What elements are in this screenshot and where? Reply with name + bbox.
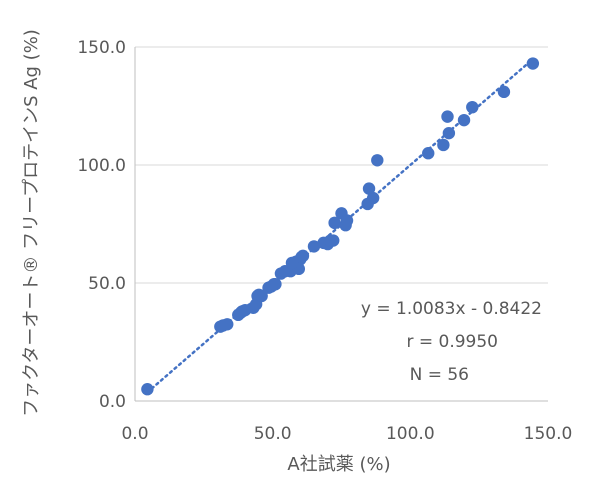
y-tick-label: 50.0 — [88, 274, 126, 294]
data-point — [371, 154, 384, 167]
data-point — [441, 110, 454, 123]
data-point — [340, 214, 354, 227]
data-point — [307, 240, 321, 253]
data-point — [497, 85, 511, 99]
data-point — [362, 182, 376, 195]
data-points — [141, 57, 540, 396]
data-point — [526, 57, 540, 70]
data-point — [466, 100, 479, 114]
x-tick-label: 150.0 — [524, 424, 573, 444]
sample-count: N = 56 — [410, 365, 469, 385]
x-axis-title: A社試薬 (%) — [287, 454, 390, 475]
regression-equation: y = 1.0083x - 0.8422 — [361, 299, 542, 319]
x-tick-labels: 0.0 50.0 100.0 150.0 — [121, 424, 572, 444]
gridlines — [135, 46, 548, 402]
y-tick-label: 0.0 — [99, 392, 126, 412]
correlation-coefficient: r = 0.9950 — [406, 332, 498, 352]
data-point — [327, 234, 340, 247]
data-point — [328, 216, 341, 230]
data-point — [221, 318, 234, 331]
data-point — [296, 249, 310, 263]
y-axis-title: ファクターオート® フリープロテインS Ag (%) — [21, 29, 42, 417]
data-point — [285, 256, 299, 270]
data-point — [437, 138, 450, 152]
data-point — [269, 277, 282, 291]
data-point — [422, 147, 435, 160]
data-point — [252, 288, 266, 301]
y-tick-label: 150.0 — [77, 38, 126, 58]
x-tick-label: 50.0 — [254, 424, 292, 444]
data-point — [141, 383, 154, 396]
data-point — [457, 113, 471, 127]
x-tick-label: 0.0 — [121, 424, 148, 444]
y-tick-labels: 0.0 50.0 100.0 150.0 — [77, 38, 126, 412]
data-point — [366, 191, 380, 205]
x-tick-label: 100.0 — [386, 424, 435, 444]
y-tick-label: 100.0 — [77, 156, 126, 176]
data-point — [442, 126, 456, 140]
